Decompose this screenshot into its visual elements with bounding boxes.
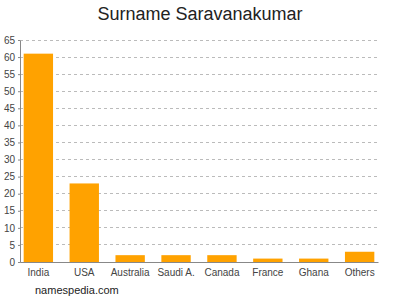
grid-line	[20, 57, 378, 58]
y-tick-label: 25	[4, 171, 16, 182]
x-tick-label: India	[28, 267, 50, 278]
x-tick-label: Saudi A.	[157, 267, 194, 278]
y-tick: 55	[4, 69, 20, 80]
y-tick: 0	[9, 257, 20, 268]
bar	[161, 255, 190, 262]
x-tick-label: Canada	[204, 267, 239, 278]
y-tick-mark	[18, 160, 20, 161]
y-tick-mark	[18, 57, 20, 58]
y-tick: 5	[9, 240, 20, 251]
y-tick: 30	[4, 154, 20, 165]
grid-line	[20, 176, 378, 177]
bar	[207, 255, 236, 262]
plot-area: 0 5 10 15 20 25 30 35 40 45 50 55 60 65 India USA Austra…	[4, 35, 379, 278]
y-tick: 50	[4, 86, 20, 97]
grid-line	[20, 108, 378, 109]
y-tick-label: 60	[4, 52, 16, 63]
y-tick-label: 10	[4, 223, 16, 234]
y-tick: 15	[4, 205, 20, 216]
x-tick-label: Ghana	[299, 267, 329, 278]
y-tick-label: 50	[4, 86, 16, 97]
bar	[70, 183, 99, 262]
y-tick: 25	[4, 171, 20, 182]
y-tick-mark	[18, 194, 20, 195]
x-tick-label: USA	[74, 267, 95, 278]
grid-line	[20, 159, 378, 160]
x-tick: Saudi A.	[157, 262, 194, 278]
y-tick: 45	[4, 103, 20, 114]
chart-title: Surname Saravanakumar	[97, 4, 302, 24]
x-tick-label: Australia	[111, 267, 150, 278]
y-tick-label: 0	[9, 257, 15, 268]
y-tick-mark	[18, 74, 20, 75]
y-tick-label: 65	[4, 35, 16, 46]
x-tick: USA	[74, 262, 95, 278]
grid-line	[20, 40, 378, 41]
x-tick: France	[252, 262, 284, 278]
bar	[299, 259, 328, 262]
x-axis: India USA Australia Saudi A. Canada France Gha…	[21, 262, 379, 278]
y-tick: 35	[4, 137, 20, 148]
grid-line	[20, 91, 378, 92]
y-tick-mark	[18, 125, 20, 126]
y-tick-mark	[18, 142, 20, 143]
bar	[345, 252, 374, 262]
bar	[24, 54, 53, 262]
y-tick-mark	[18, 245, 20, 246]
grid-line	[20, 74, 378, 75]
y-tick-mark	[18, 262, 20, 263]
y-tick: 20	[4, 188, 20, 199]
y-tick: 10	[4, 223, 20, 234]
x-tick: Canada	[204, 262, 239, 278]
y-axis: 0 5 10 15 20 25 30 35 40 45 50 55 60 65	[4, 35, 21, 268]
y-tick-mark	[18, 108, 20, 109]
y-tick: 40	[4, 120, 20, 131]
grid	[20, 40, 378, 262]
x-tick: Australia	[111, 262, 150, 278]
y-tick-label: 45	[4, 103, 16, 114]
bars	[24, 54, 375, 262]
x-tick: Ghana	[299, 262, 329, 278]
bar	[115, 255, 144, 262]
y-tick-mark	[18, 40, 20, 41]
x-tick-label: France	[252, 267, 284, 278]
y-tick-label: 40	[4, 120, 16, 131]
y-tick-label: 55	[4, 69, 16, 80]
chart-container: Surname Saravanakumar 0 5 10 15 20 25 30 35 40 45 5…	[0, 0, 400, 300]
x-tick-label: Others	[345, 267, 375, 278]
annotation: namespedia.com	[35, 284, 119, 296]
x-tick: Others	[345, 262, 375, 278]
y-tick-label: 5	[9, 240, 15, 251]
y-tick: 60	[4, 52, 20, 63]
y-tick-label: 20	[4, 188, 16, 199]
x-tick: India	[28, 262, 50, 278]
y-tick-label: 35	[4, 137, 16, 148]
y-tick-label: 15	[4, 205, 16, 216]
y-tick: 65	[4, 35, 20, 46]
y-axis-line	[20, 41, 21, 263]
y-tick-mark	[18, 91, 20, 92]
grid-line	[20, 142, 378, 143]
y-tick-label: 30	[4, 154, 16, 165]
y-tick-mark	[18, 228, 20, 229]
grid-line	[20, 125, 378, 126]
x-axis-line	[21, 262, 379, 263]
y-tick-mark	[18, 211, 20, 212]
bar	[253, 259, 282, 262]
y-tick-mark	[18, 177, 20, 178]
chart-svg: Surname Saravanakumar 0 5 10 15 20 25 30 35 40 45 5…	[0, 0, 400, 300]
